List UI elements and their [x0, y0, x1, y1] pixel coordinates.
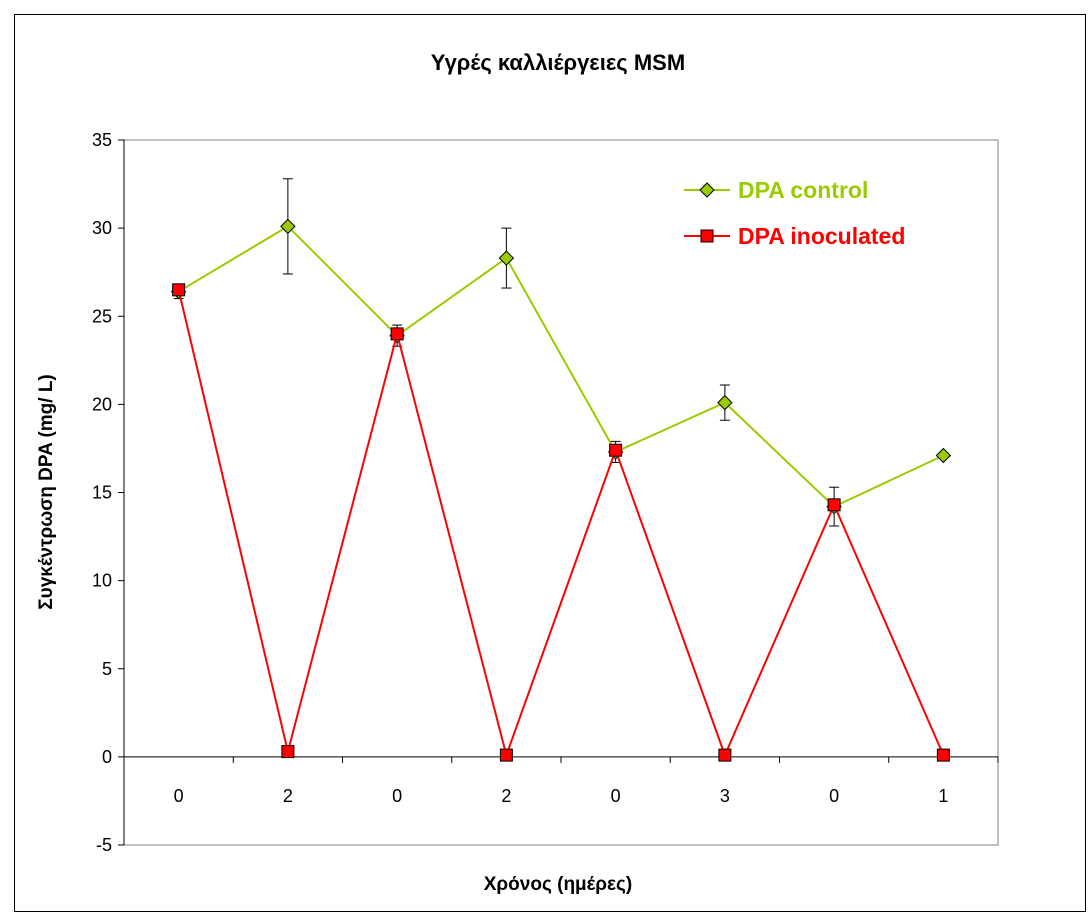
data-point [718, 748, 732, 762]
y-tick-label: 25 [92, 306, 112, 326]
x-tick-label: 2 [283, 786, 293, 806]
x-tick-label: 1 [938, 786, 948, 806]
legend: DPA control DPA inoculated [684, 177, 905, 249]
data-point [281, 745, 295, 759]
x-tick-label: 2 [501, 786, 511, 806]
series-layer [170, 178, 952, 762]
legend-marker [699, 182, 715, 198]
legend-item: DPA control [684, 177, 868, 203]
data-point [827, 498, 841, 512]
y-tick-label: -5 [96, 835, 112, 855]
data-point [280, 218, 296, 235]
x-tick-label: 3 [720, 786, 730, 806]
data-point [172, 283, 186, 297]
data-point [499, 748, 513, 762]
data-point [609, 443, 623, 457]
y-tick-label: 15 [92, 483, 112, 503]
series-line [178, 225, 944, 508]
y-tick-label: 30 [92, 218, 112, 238]
x-tick-label: 0 [829, 786, 839, 806]
chart-frame [14, 14, 1086, 912]
x-tick-label: 0 [174, 786, 184, 806]
y-tick-label: 10 [92, 571, 112, 591]
series-dpa-inoculated [172, 283, 950, 762]
x-axis-label: Χρόνος (ημέρες) [484, 874, 632, 895]
legend-label: DPA control [738, 177, 868, 203]
y-tick-label: 35 [92, 130, 112, 150]
y-tick-label: 0 [102, 747, 112, 767]
y-tick-label: 20 [92, 394, 112, 414]
data-point [498, 250, 515, 266]
x-tick-label: 0 [611, 786, 621, 806]
data-point [717, 394, 733, 411]
data-point [390, 327, 404, 341]
legend-marker [700, 229, 714, 243]
legend-item: DPA inoculated [684, 223, 905, 249]
chart-title: Υγρές καλλιέργειες MSM [431, 50, 685, 75]
legend-label: DPA inoculated [738, 223, 905, 249]
series-line [177, 289, 945, 759]
y-axis-label: Συγκέντρωση DPA (mg/ L) [36, 374, 57, 610]
y-tick-label: 5 [102, 659, 112, 679]
data-point [935, 447, 952, 464]
data-point [936, 748, 950, 762]
x-tick-label: 0 [392, 786, 402, 806]
